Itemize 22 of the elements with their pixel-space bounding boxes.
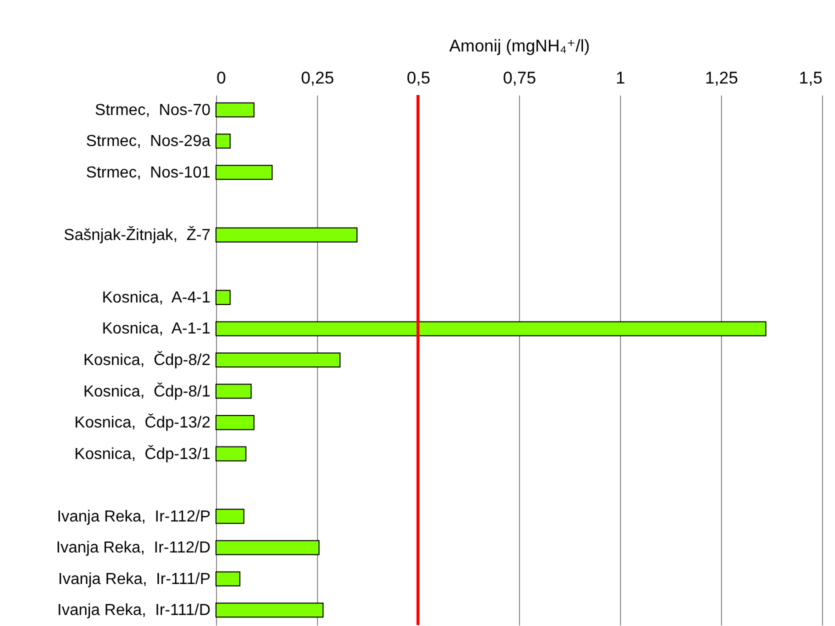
x-axis-title: Amonij (mgNH₄⁺/l) [449,36,590,56]
y-tick-label: Ivanja Reka, Ir-112/D [56,540,210,557]
x-tick-label: 1,5 [798,68,822,88]
y-tick-label: Ivanja Reka, Ir-111/P [58,570,210,588]
y-tick-label: Kosnica, Čdp-13/1 [74,444,211,463]
x-tick-label: 0 [216,68,226,88]
x-tick-label: 0,5 [406,68,430,88]
x-tick-label: 0,75 [502,68,536,88]
x-tick-label: 1,25 [704,68,738,88]
y-tick-label: Strmec, Nos-29a [86,133,211,150]
y-tick-label: Kosnica, Čdp-13/2 [74,414,211,432]
y-tick-label: Kosnica, A-1-1 [102,320,211,338]
x-tick-label: 0,25 [300,68,334,88]
y-tick-label: Ivanja Reka, Ir-111/D [57,602,210,620]
x-tick-label: 1 [616,68,626,88]
y-tick-label: Kosnica, Čdp-8/1 [83,382,211,400]
y-tick-label: Ivanja Reka, Ir-112/P [56,508,210,526]
y-tick-label: Sašnjak-Žitnjak, Ž-7 [64,226,211,244]
y-tick-label: Kosnica, A-4-1 [102,289,211,306]
y-tick-label: Kosnica, Čdp-8/2 [83,351,211,369]
y-tick-label: Strmec, Nos-101 [86,164,211,182]
y-tick-label: Strmec, Nos-70 [94,102,211,119]
